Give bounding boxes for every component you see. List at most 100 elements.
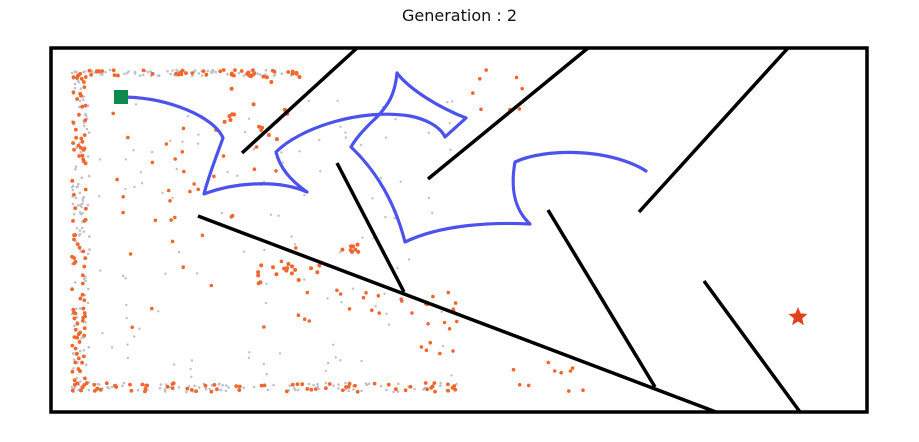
explored-point: [332, 343, 335, 346]
archive-point: [79, 76, 84, 81]
explored-point: [265, 373, 268, 376]
archive-point: [432, 381, 437, 385]
explored-point: [78, 191, 82, 194]
explored-point: [77, 182, 80, 186]
explored-point: [339, 251, 342, 254]
archive-point: [568, 369, 573, 373]
archive-point: [170, 239, 175, 244]
explored-point: [78, 99, 82, 103]
archive-point: [428, 340, 433, 345]
explored-point: [86, 252, 90, 256]
generation-title: Generation : 2: [402, 6, 517, 25]
explored-point: [367, 382, 371, 386]
archive-point: [552, 369, 557, 373]
archive-point: [83, 217, 88, 222]
explored-point: [79, 87, 83, 90]
archive-point: [112, 73, 117, 77]
archive-point: [221, 68, 226, 72]
archive-point: [431, 294, 435, 299]
archive-point: [251, 102, 256, 107]
explored-point: [266, 388, 270, 392]
explored-point: [71, 202, 75, 206]
explored-point: [84, 321, 87, 324]
explored-point: [78, 307, 82, 310]
explored-point: [225, 384, 228, 387]
archive-point: [356, 249, 361, 254]
archive-point: [262, 325, 266, 329]
explored-point: [139, 171, 143, 174]
archive-point: [353, 383, 357, 388]
explored-point: [237, 71, 241, 75]
explored-point: [340, 301, 343, 304]
archive-point: [256, 273, 261, 278]
square-start-marker: [114, 90, 128, 104]
explored-point: [157, 310, 160, 313]
archive-point: [180, 150, 185, 154]
archive-point: [196, 187, 200, 192]
archive-point: [426, 322, 430, 326]
explored-point: [86, 203, 90, 207]
explored-point: [138, 74, 142, 77]
explored-point: [293, 243, 297, 246]
archive-point: [355, 242, 360, 247]
archive-point: [164, 142, 169, 146]
explored-point: [337, 383, 340, 386]
archive-point: [377, 311, 382, 315]
archive-point: [517, 107, 522, 111]
archive-point: [305, 290, 310, 295]
explored-point: [344, 136, 347, 139]
archive-point: [340, 388, 345, 393]
explored-point: [197, 72, 201, 75]
archive-point: [111, 111, 115, 116]
explored-point: [181, 140, 184, 143]
archive-point: [78, 296, 83, 301]
archive-point: [80, 104, 85, 109]
explored-point: [104, 70, 107, 74]
archive-point: [347, 381, 352, 386]
explored-point: [70, 385, 74, 389]
explored-point: [169, 72, 172, 76]
archive-point: [372, 381, 377, 386]
archive-point: [209, 389, 214, 394]
explored-point: [374, 305, 377, 308]
explored-point: [208, 387, 211, 391]
archive-point: [285, 266, 290, 271]
explored-point: [101, 332, 104, 335]
explored-point: [193, 69, 197, 72]
archive-point: [234, 384, 239, 388]
archive-point: [302, 317, 307, 322]
explored-point: [73, 86, 77, 90]
archive-point: [227, 114, 232, 119]
explored-point: [384, 136, 388, 139]
explored-point: [121, 274, 125, 278]
explored-point: [347, 389, 351, 393]
archive-point: [114, 385, 119, 389]
explored-point: [269, 213, 273, 216]
explored-point: [74, 281, 77, 284]
explored-point: [190, 375, 193, 378]
trajectory-path: [119, 71, 648, 244]
archive-point: [410, 311, 414, 315]
explored-point: [126, 71, 129, 75]
explored-point: [264, 301, 268, 305]
archive-point: [70, 343, 75, 348]
explored-point: [185, 390, 188, 394]
explored-point: [359, 143, 363, 147]
archive-point: [259, 383, 264, 388]
archive-point: [182, 169, 186, 174]
explored-point: [88, 235, 91, 238]
archive-point: [74, 135, 78, 140]
explored-point: [177, 251, 181, 254]
archive-point: [75, 242, 80, 247]
archive-point: [72, 237, 76, 242]
archive-point: [128, 252, 133, 256]
archive-point: [82, 311, 87, 315]
archive-point: [72, 261, 77, 266]
archive-point: [77, 340, 82, 344]
archive-point: [78, 330, 83, 335]
arena-border: [49, 46, 869, 414]
explored-points: [70, 68, 458, 394]
archive-point: [141, 68, 146, 73]
explored-point: [88, 248, 91, 251]
archive-point: [252, 167, 257, 171]
